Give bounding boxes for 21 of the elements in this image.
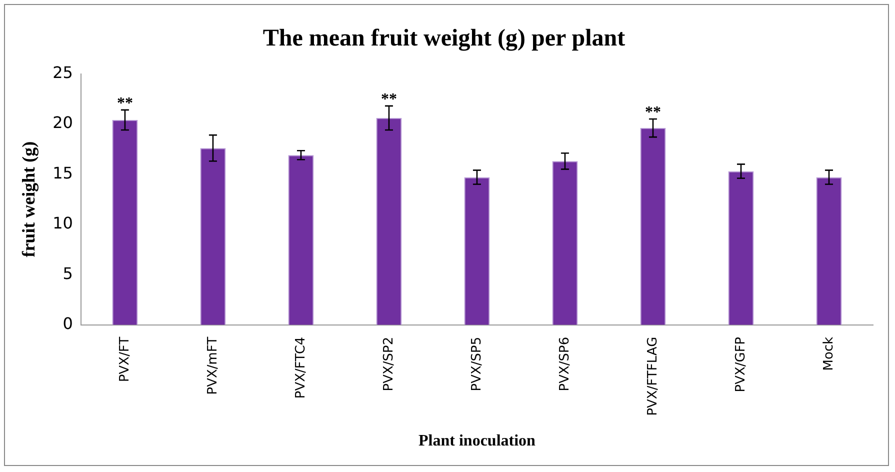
x-tick-label: PVX/FTC4 [293,336,308,399]
y-tick-label: 5 [62,264,73,283]
y-tick-label: 20 [52,113,73,132]
annotation: ** [644,104,661,122]
x-tick-label: PVX/SP5 [469,336,484,392]
x-tick-label: PVX/SP2 [381,336,396,392]
annotation: ** [116,95,133,112]
x-tick-label: Mock [821,336,836,371]
y-tick-label: 0 [62,314,73,333]
y-tick-label: 10 [52,214,73,233]
chart-title: The mean fruit weight (g) per plant [262,26,626,52]
y-axis-title: fruit weight (g) [18,141,38,258]
x-tick-label: PVX/FTFLAG [645,336,660,416]
annotation: ** [380,91,397,108]
y-tick-label: 25 [52,62,73,82]
x-axis-title: Plant inoculation [418,432,536,450]
x-tick-label: PVX/GFP [733,336,748,392]
x-tick-label: PVX/FT [117,336,132,382]
y-tick-label: 15 [52,163,73,182]
x-tick-label: PVX/SP6 [557,336,572,392]
x-tick-label: PVX/mFT [205,336,220,395]
